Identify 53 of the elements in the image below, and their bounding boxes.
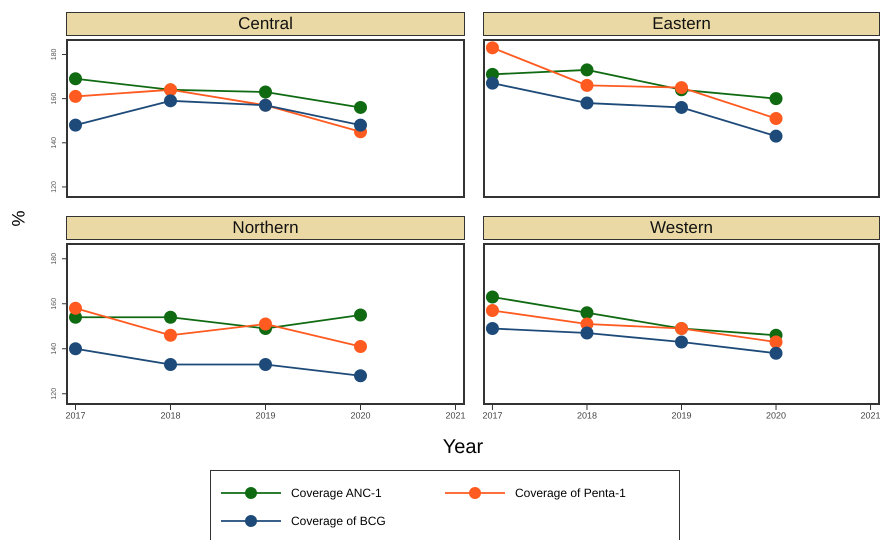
point xyxy=(486,41,499,54)
x-axis-title: Year xyxy=(442,436,484,459)
x-tick-label: 2019 xyxy=(255,410,276,420)
point xyxy=(580,96,594,110)
point xyxy=(69,90,82,103)
x-tick-label: 2020 xyxy=(766,410,786,420)
legend-label: Coverage of BCG xyxy=(291,514,386,528)
chart-title: Central xyxy=(66,12,465,36)
point xyxy=(69,302,82,315)
chart-title: Northern xyxy=(66,216,465,240)
point xyxy=(770,336,783,348)
point xyxy=(354,369,367,382)
x-tick-label: 2019 xyxy=(671,410,692,420)
point xyxy=(675,100,688,114)
chart-title: Eastern xyxy=(483,12,880,36)
point xyxy=(164,328,177,342)
point xyxy=(770,346,783,360)
point xyxy=(164,358,177,371)
point xyxy=(259,358,272,371)
point xyxy=(580,78,594,92)
point xyxy=(354,100,367,114)
x-tick-label: 2017 xyxy=(65,410,86,420)
point xyxy=(770,92,783,106)
point xyxy=(770,130,783,143)
point xyxy=(580,306,594,320)
point xyxy=(69,72,82,86)
point xyxy=(259,318,272,330)
point xyxy=(69,118,82,132)
chart-title: Western xyxy=(483,216,880,240)
point xyxy=(486,290,499,304)
x-tick-label: 2021 xyxy=(445,410,466,420)
point xyxy=(486,76,499,90)
point xyxy=(164,94,177,108)
point xyxy=(164,310,177,324)
x-tick-label: 2017 xyxy=(482,410,502,420)
y-axis-title: % xyxy=(8,210,30,229)
point xyxy=(675,336,688,348)
point xyxy=(580,63,594,76)
point xyxy=(354,118,367,132)
x-tick-label: 2018 xyxy=(160,410,181,420)
point xyxy=(580,326,594,340)
point xyxy=(770,112,783,125)
x-tick-label: 2020 xyxy=(350,410,371,420)
point xyxy=(486,304,499,317)
point xyxy=(486,322,499,335)
x-tick-label: 2018 xyxy=(576,410,597,420)
legend-label: Coverage ANC-1 xyxy=(291,486,382,500)
point xyxy=(259,86,272,98)
legend-label: Coverage of Penta-1 xyxy=(515,486,626,500)
x-tick-label: 2021 xyxy=(860,410,881,420)
point xyxy=(69,342,82,356)
point xyxy=(354,340,367,353)
point xyxy=(354,308,367,322)
